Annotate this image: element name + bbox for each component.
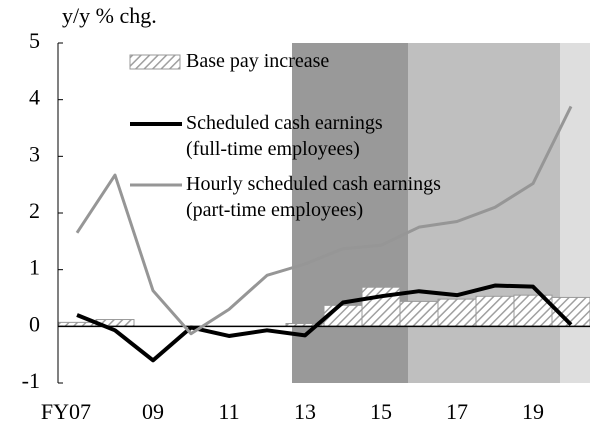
- legend-label: Hourly scheduled cash earnings (part-time…: [186, 173, 441, 221]
- y-tick-label: 2: [29, 198, 40, 223]
- x-tick-label: 17: [446, 399, 468, 424]
- x-tick-label: FY07: [41, 399, 91, 424]
- bar: [437, 298, 477, 327]
- y-tick-label: -1: [22, 368, 40, 393]
- line: [75, 105, 573, 336]
- plot: -1 0 1 2 3 4 5 FY07 09 11 13 15 17 19 Base pay increas…: [22, 28, 590, 424]
- y-tick-label: 3: [29, 141, 40, 166]
- bar: [475, 295, 515, 327]
- y-axis-label: y/y % chg.: [62, 3, 157, 28]
- y-tick-label: 5: [29, 28, 40, 53]
- x-tick-label: 11: [218, 399, 239, 424]
- x-tick-label: 13: [294, 399, 316, 424]
- x-tick-label: 15: [370, 399, 392, 424]
- x-tick-label: 09: [142, 399, 164, 424]
- y-tick-label: 0: [29, 311, 40, 336]
- y-tick-label: 4: [29, 85, 40, 110]
- legend-swatch: [129, 54, 181, 70]
- legend-label: Base pay increase: [186, 50, 329, 72]
- y-tick-label: 1: [29, 255, 40, 280]
- bar: [399, 300, 439, 327]
- x-tick-label: 19: [522, 399, 544, 424]
- shaded-period: [560, 43, 590, 383]
- legend-label: Scheduled cash earnings (full-time employ…: [186, 112, 383, 160]
- line: [76, 283, 573, 363]
